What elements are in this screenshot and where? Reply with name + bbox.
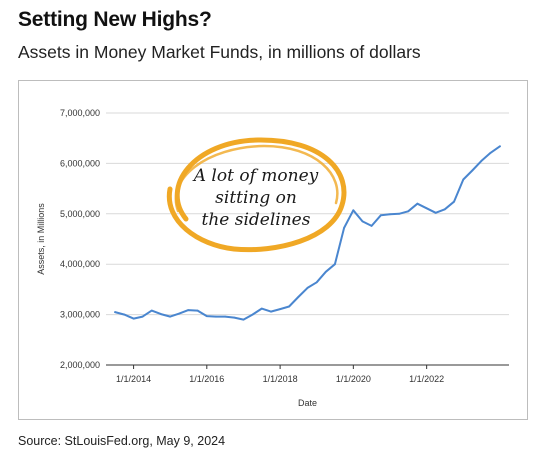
data-point: [471, 169, 474, 172]
data-point: [480, 160, 483, 162]
data-point: [260, 307, 263, 310]
data-point: [224, 315, 227, 318]
annotation-circle-stroke: [174, 144, 339, 213]
y-tick-label: 7,000,000: [60, 108, 100, 118]
y-tick-label: 5,000,000: [60, 209, 100, 219]
data-point: [215, 315, 217, 318]
data-point: [489, 151, 492, 154]
data-point: [462, 178, 465, 181]
data-point: [398, 212, 400, 215]
data-point: [178, 312, 181, 315]
data-point: [443, 208, 446, 211]
data-point: [132, 317, 135, 320]
y-tick-label: 4,000,000: [60, 259, 100, 269]
data-point: [324, 270, 327, 273]
chart-frame: 2,000,000 3,000,000 4,000,000 5,000,000 6,00…: [18, 80, 528, 420]
data-point: [205, 315, 208, 317]
annotation-text: the sidelines: [202, 210, 311, 230]
annotation-circle: [166, 137, 347, 253]
data-point: [315, 281, 318, 284]
data-point: [141, 315, 144, 318]
data-point: [499, 145, 501, 148]
data-point: [306, 287, 309, 289]
data-point: [425, 207, 428, 210]
data-point: [407, 210, 410, 213]
annotation-text: A lot of money: [192, 166, 319, 186]
data-point: [343, 227, 345, 229]
data-point: [187, 309, 190, 311]
chart-title: Setting New Highs?: [18, 8, 212, 31]
data-point: [123, 313, 126, 316]
data-point: [379, 214, 382, 217]
x-axis-title: Date: [298, 398, 317, 408]
chart-subtitle: Assets in Money Market Funds, in million…: [18, 42, 421, 62]
data-point: [361, 220, 364, 223]
line-chart: 2,000,000 3,000,000 4,000,000 5,000,000 6,00…: [36, 108, 509, 408]
data-point: [114, 311, 116, 313]
data-point: [242, 318, 245, 321]
data-point: [297, 296, 300, 298]
x-tick-label: 1/1/2020: [336, 374, 371, 384]
data-point: [334, 263, 336, 266]
x-tick-label: 1/1/2014: [116, 374, 151, 384]
data-point: [370, 225, 373, 227]
y-tick-label: 2,000,000: [60, 360, 100, 370]
source-note: Source: StLouisFed.org, May 9, 2024: [18, 434, 226, 448]
x-tick-label: 1/1/2022: [409, 374, 444, 384]
data-point: [169, 315, 172, 318]
data-point: [150, 309, 153, 312]
data-point: [288, 305, 290, 308]
data-point: [279, 308, 281, 310]
data-point: [233, 316, 236, 319]
data-point: [389, 213, 391, 216]
annotation-text: sitting on: [215, 188, 297, 208]
data-point: [434, 211, 437, 214]
data-point: [416, 202, 419, 205]
data-point: [352, 209, 355, 212]
data-point: [270, 310, 272, 313]
y-tick-label: 3,000,000: [60, 310, 100, 320]
data-point: [196, 309, 199, 312]
data-point: [453, 200, 455, 203]
y-tick-label: 6,000,000: [60, 158, 100, 168]
data-point: [160, 313, 162, 315]
y-axis-title: Assets, in Millions: [36, 203, 46, 275]
x-tick-label: 1/1/2016: [189, 374, 224, 384]
data-point: [251, 313, 254, 316]
x-tick-label: 1/1/2018: [263, 374, 298, 384]
